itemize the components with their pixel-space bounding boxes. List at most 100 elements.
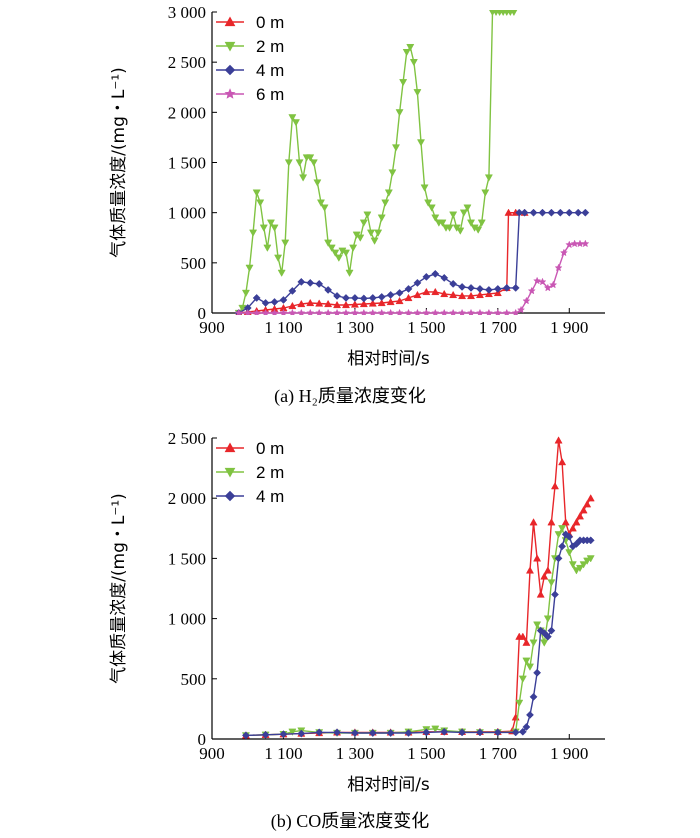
y-tick-label: 0 [198, 730, 207, 749]
data-point [333, 291, 341, 300]
data-point [481, 189, 490, 197]
x-tick-label: 1 300 [336, 318, 374, 337]
legend: 0 m 2 m 4 m [216, 439, 284, 506]
legend-marker [224, 41, 236, 52]
data-point [554, 436, 563, 444]
data-point [386, 729, 395, 737]
data-point [324, 239, 333, 247]
y-tick-label: 2 000 [168, 489, 206, 508]
data-point [561, 518, 570, 526]
data-point [475, 290, 484, 299]
y-tick-label: 1 500 [168, 154, 206, 173]
data-point [422, 728, 431, 737]
data-point [297, 308, 306, 315]
series-2m [234, 10, 518, 315]
data-point [449, 290, 458, 299]
data-point [377, 298, 386, 307]
data-point [306, 308, 315, 315]
x-tick-label: 1 500 [407, 744, 445, 763]
data-point [502, 283, 511, 292]
data-point [459, 209, 468, 217]
data-point [522, 723, 531, 731]
data-point [261, 299, 270, 307]
data-point [350, 308, 359, 315]
data-point [295, 159, 304, 167]
data-point [543, 283, 552, 292]
data-point [395, 288, 404, 297]
data-point [324, 299, 333, 308]
data-point [395, 296, 404, 305]
data-point [515, 699, 524, 707]
data-point [543, 615, 552, 623]
data-point [522, 657, 531, 665]
data-point [440, 308, 449, 315]
data-point [463, 204, 472, 212]
data-point [581, 239, 590, 248]
data-point [547, 518, 556, 526]
data-point [266, 219, 275, 227]
data-point [456, 227, 465, 235]
data-point [342, 293, 350, 302]
data-point [315, 279, 324, 288]
legend-marker [224, 467, 236, 478]
data-point [427, 204, 436, 212]
data-point [341, 300, 351, 309]
data-point [386, 290, 395, 299]
data-point [466, 219, 476, 227]
data-point [572, 567, 581, 575]
legend-marker [224, 88, 236, 99]
data-point [279, 296, 288, 304]
legend: 0 m 2 m 4 m 6 m [216, 13, 284, 104]
data-point [386, 297, 395, 306]
data-point [270, 224, 279, 232]
data-point [256, 199, 265, 207]
data-point [565, 549, 574, 557]
y-tick-label: 2 500 [168, 429, 206, 448]
data-point [477, 219, 486, 227]
data-point [306, 298, 315, 307]
data-point [565, 208, 574, 217]
data-point [586, 536, 595, 545]
y-tick-label: 2 000 [168, 103, 206, 122]
data-point [458, 291, 467, 300]
data-point [333, 308, 342, 315]
data-point [368, 308, 377, 315]
series-0m [235, 208, 529, 315]
data-point [547, 208, 556, 217]
data-point [395, 308, 404, 315]
x-tick-label: 1 900 [550, 744, 588, 763]
data-point [424, 199, 433, 207]
data-point [526, 710, 534, 719]
data-point [445, 224, 454, 232]
data-point [574, 208, 583, 217]
data-point [581, 208, 590, 217]
data-point [391, 144, 401, 152]
data-point [315, 728, 324, 737]
series-line [238, 243, 586, 314]
data-point [349, 244, 358, 252]
data-point [388, 169, 397, 177]
data-point [529, 208, 538, 217]
figure-caption: (a) H₂质量浓度变化 [274, 386, 426, 407]
data-point [416, 139, 426, 147]
data-point [466, 308, 476, 315]
data-point [533, 276, 542, 285]
data-point [440, 727, 449, 736]
data-point [484, 285, 493, 294]
data-point [270, 308, 279, 315]
data-point [518, 675, 527, 683]
data-point [518, 632, 527, 640]
data-point [529, 639, 538, 647]
y-tick-label: 1 000 [168, 610, 206, 629]
data-point [484, 308, 493, 315]
data-point [518, 727, 527, 736]
series-0m [241, 436, 595, 739]
data-point [368, 299, 377, 307]
data-point [297, 729, 306, 738]
series-line [245, 533, 591, 737]
data-point [529, 692, 538, 701]
data-point [522, 296, 531, 305]
data-point [556, 208, 565, 217]
data-point [384, 189, 393, 197]
